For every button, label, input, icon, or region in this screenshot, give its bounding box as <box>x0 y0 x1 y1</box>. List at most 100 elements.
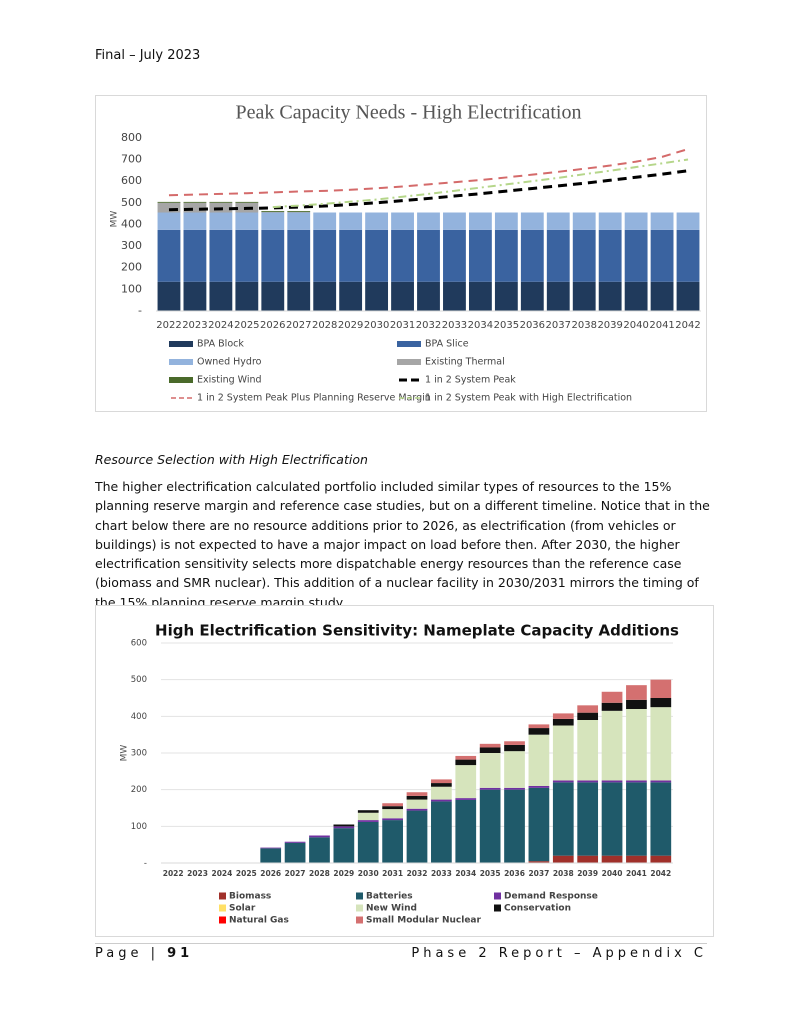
bar-segment <box>333 826 355 829</box>
y-axis-label: MW <box>120 745 130 762</box>
bar-segment <box>183 201 207 203</box>
bar-segment <box>235 201 259 203</box>
bar-segment <box>601 855 623 863</box>
bar-segment <box>313 281 337 311</box>
bar-segment <box>406 799 428 809</box>
bar-segment <box>235 229 259 282</box>
legend-label: 1 in 2 System Peak <box>425 375 516 386</box>
bar-segment <box>261 281 285 311</box>
x-tick-label: 2031 <box>382 869 403 878</box>
bar-segment <box>676 212 700 230</box>
bar-segment <box>598 281 622 311</box>
legend-label: Small Modular Nuclear <box>366 916 481 926</box>
legend-label: Batteries <box>366 892 413 902</box>
bar-segment <box>382 806 403 810</box>
bar-segment <box>235 212 259 230</box>
paragraph: The higher electrification calculated po… <box>95 479 710 610</box>
bar-segment <box>528 728 550 735</box>
y-tick-label: 100 <box>131 822 147 832</box>
x-tick-label: 2037 <box>528 869 549 878</box>
bar-segment <box>209 212 233 230</box>
bar-segment <box>391 212 414 230</box>
x-tick-label: 2029 <box>333 869 354 878</box>
bar-segment <box>455 755 477 760</box>
x-tick-label: 2039 <box>577 869 598 878</box>
x-tick-label: 2031 <box>390 320 415 331</box>
legend-label: Natural Gas <box>229 916 289 926</box>
line-series <box>168 169 689 212</box>
bar-segment <box>520 229 544 282</box>
bar-segment <box>309 835 330 838</box>
x-tick-label: 2040 <box>623 320 648 331</box>
bar-segment <box>183 281 207 311</box>
bar-segment <box>504 789 525 863</box>
bar-segment <box>284 842 306 863</box>
y-tick-label: 500 <box>131 675 147 685</box>
x-tick-label: 2032 <box>407 869 428 878</box>
legend-swatch <box>219 916 226 924</box>
bar-segment <box>357 812 379 821</box>
bar-segment <box>552 725 574 781</box>
y-tick-label: 600 <box>121 174 142 187</box>
bar-segment <box>552 718 574 726</box>
bar-segment <box>601 691 623 703</box>
bar-segment <box>601 702 623 711</box>
bar-segment <box>455 759 477 766</box>
bar-segment <box>209 229 233 282</box>
bar-segment <box>365 212 389 230</box>
chart-title: High Electrification Sensitivity: Namepl… <box>155 622 679 640</box>
bar-segment <box>577 780 599 783</box>
bar-segment <box>479 787 501 790</box>
bar-segment <box>382 820 403 863</box>
y-tick-label: 800 <box>121 131 142 144</box>
bar-segment <box>479 753 501 788</box>
legend-swatch <box>169 341 193 347</box>
bar-segment <box>406 792 428 796</box>
x-tick-label: 2022 <box>163 869 184 878</box>
bar-segment <box>261 210 285 212</box>
bar-segment <box>572 229 596 282</box>
bar-segment <box>546 229 570 282</box>
bar-segment <box>577 720 599 781</box>
y-tick-label: - <box>138 304 142 317</box>
bar-segment <box>406 808 428 811</box>
bar-segment <box>417 212 440 230</box>
bar-segment <box>676 229 700 282</box>
chart-title: Peak Capacity Needs - High Electrificati… <box>236 102 582 124</box>
bar-segment <box>443 229 466 282</box>
x-tick-label: 2034 <box>468 320 493 331</box>
x-tick-label: 2036 <box>504 869 525 878</box>
y-axis-label: MW <box>110 211 120 228</box>
bar-segment <box>520 281 544 311</box>
bar-segment <box>287 210 311 212</box>
bar-segment <box>157 212 181 230</box>
bar-segment <box>365 281 389 311</box>
bar-segment <box>552 780 574 783</box>
legend-label: Conservation <box>504 904 571 914</box>
bar-segment <box>157 229 181 282</box>
chart: High Electrification Sensitivity: Namepl… <box>120 622 680 926</box>
x-tick-label: 2028 <box>309 869 330 878</box>
x-tick-label: 2034 <box>455 869 476 878</box>
legend-label: Solar <box>229 904 256 914</box>
x-tick-label: 2038 <box>571 320 596 331</box>
bar-segment <box>650 855 672 863</box>
x-tick-label: 2024 <box>212 869 233 878</box>
bar-segment <box>528 786 550 788</box>
x-tick-label: 2022 <box>156 320 181 331</box>
bar-segment <box>417 229 440 282</box>
bar-segment <box>261 211 285 213</box>
legend-swatch <box>356 916 363 924</box>
legend-label: Demand Response <box>504 892 598 902</box>
bar-segment <box>650 679 672 698</box>
section-heading: Resource Selection with High Electrifica… <box>95 452 368 467</box>
bar-segment <box>468 281 492 311</box>
bar-segment <box>382 809 403 819</box>
bar-segment <box>391 281 414 311</box>
bar-segment <box>504 744 525 752</box>
bar-segment <box>357 821 379 863</box>
bar-segment <box>287 211 311 213</box>
bar-segment <box>333 824 355 827</box>
y-tick-label: 200 <box>131 785 147 795</box>
